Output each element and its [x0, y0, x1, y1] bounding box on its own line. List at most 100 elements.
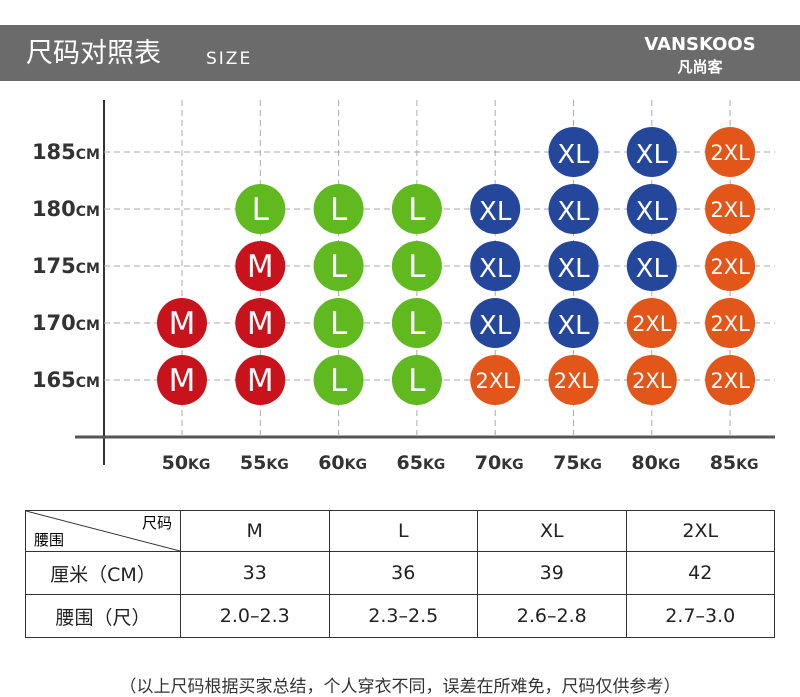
- weight-label: 70KG: [475, 452, 524, 474]
- weight-value: 65: [397, 452, 423, 474]
- corner-diagonal: 尺码 腰围: [26, 511, 180, 551]
- weight-unit: KG: [188, 457, 210, 473]
- column-header: 2XL: [625, 510, 775, 552]
- height-value: 175: [32, 254, 76, 278]
- column-header: XL: [477, 510, 627, 552]
- weight-unit: KG: [501, 457, 523, 473]
- height-value: 170: [32, 311, 76, 335]
- size-dot: [470, 241, 521, 291]
- note: （以上尺码根据买家总结，个人穿衣不同，误差在所难免，尺码仅供参考）: [119, 677, 681, 697]
- corner-cell: 尺码 腰围: [25, 510, 181, 552]
- size-label: M: [169, 363, 196, 399]
- size-label: XL: [636, 254, 669, 284]
- size-label: L: [408, 249, 426, 285]
- weight-unit: KG: [736, 457, 758, 473]
- weight-value: 70: [475, 452, 501, 474]
- size-label: XL: [479, 311, 512, 341]
- weight-value: 80: [631, 452, 657, 474]
- weight-value: 55: [240, 452, 266, 474]
- weight-label: 55KG: [240, 452, 289, 474]
- size-label: L: [252, 192, 270, 228]
- size-dot: [705, 298, 756, 348]
- size-dot: [313, 184, 364, 234]
- weight-value: 85: [710, 452, 736, 474]
- size-label: L: [408, 363, 426, 399]
- size-chart: 尺码对照表 SIZE VANSKOOS 凡尚客 185CM180CM175CM1…: [0, 25, 800, 474]
- size-dot: [548, 355, 599, 405]
- size-dot: [313, 241, 364, 291]
- size-dot: [313, 298, 364, 348]
- weight-unit: KG: [658, 457, 680, 473]
- size-dot: [626, 241, 677, 291]
- size-label: L: [330, 306, 348, 342]
- size-label: 2XL: [475, 369, 515, 393]
- row-label: 厘米（CM）: [25, 551, 181, 595]
- size-label: 2XL: [710, 369, 750, 393]
- size-table: 尺码 腰围 M L XL 2XL 厘米（CM） 33 36 39 42 腰围（尺） 2.0–2.3…: [25, 510, 775, 638]
- size-label: M: [247, 306, 274, 342]
- size-dot: [313, 355, 364, 405]
- size-label: XL: [636, 140, 669, 170]
- size-dot: [391, 241, 442, 291]
- height-label: 180CM: [32, 197, 100, 221]
- title: 尺码对照表: [26, 38, 161, 69]
- size-label: XL: [636, 197, 669, 227]
- size-dot: [548, 127, 599, 177]
- size-dot: [626, 355, 677, 405]
- height-unit: CM: [76, 261, 100, 277]
- cell: 2.0–2.3: [180, 594, 330, 638]
- height-unit: CM: [76, 375, 100, 391]
- brand-sub: 凡尚客: [677, 58, 723, 76]
- size-dot: [705, 184, 756, 234]
- height-label: 175CM: [32, 254, 100, 278]
- size-label: L: [330, 363, 348, 399]
- size-dot: [470, 298, 521, 348]
- size-dot: [157, 355, 207, 405]
- size-label: 2XL: [710, 198, 750, 222]
- weight-unit: KG: [266, 457, 288, 473]
- height-value: 185: [32, 140, 76, 164]
- weight-label: 50KG: [162, 452, 211, 474]
- size-label: L: [408, 192, 426, 228]
- size-dot: [391, 355, 442, 405]
- size-label: XL: [479, 254, 512, 284]
- cell: 2.3–2.5: [328, 594, 478, 638]
- brand: VANSKOOS: [644, 34, 755, 55]
- size-label: M: [247, 363, 274, 399]
- cell: 2.7–3.0: [625, 594, 775, 638]
- size-dot: [235, 241, 286, 291]
- corner-top: 尺码: [142, 514, 172, 532]
- size-label: M: [247, 249, 274, 285]
- size-dot: [705, 355, 756, 405]
- height-label: 170CM: [32, 311, 100, 335]
- weight-label: 60KG: [318, 452, 367, 474]
- size-dot: [548, 241, 599, 291]
- weight-label: 80KG: [631, 452, 680, 474]
- header-bar: [0, 25, 800, 81]
- size-dot: [235, 184, 286, 234]
- size-dot: [235, 355, 286, 405]
- height-label: 165CM: [32, 368, 100, 392]
- cell: 39: [477, 551, 627, 595]
- size-label: 2XL: [710, 312, 750, 336]
- size-label: 2XL: [632, 369, 672, 393]
- corner-bottom: 腰围: [34, 531, 64, 549]
- height-label: 185CM: [32, 140, 100, 164]
- size-dot: [548, 298, 599, 348]
- size-dot: [157, 298, 207, 348]
- size-dot: [391, 298, 442, 348]
- size-label: XL: [557, 254, 590, 284]
- size-label: 2XL: [710, 141, 750, 165]
- height-unit: CM: [76, 147, 100, 163]
- weight-unit: KG: [423, 457, 445, 473]
- row-label: 腰围（尺）: [25, 594, 181, 638]
- height-unit: CM: [76, 318, 100, 334]
- size-dot: [626, 184, 677, 234]
- size-dot: [705, 127, 756, 177]
- size-label: L: [330, 249, 348, 285]
- size-dot: [626, 298, 677, 348]
- size-dot: [548, 184, 599, 234]
- weight-label: 85KG: [710, 452, 759, 474]
- size-label: XL: [479, 197, 512, 227]
- size-dot: [391, 184, 442, 234]
